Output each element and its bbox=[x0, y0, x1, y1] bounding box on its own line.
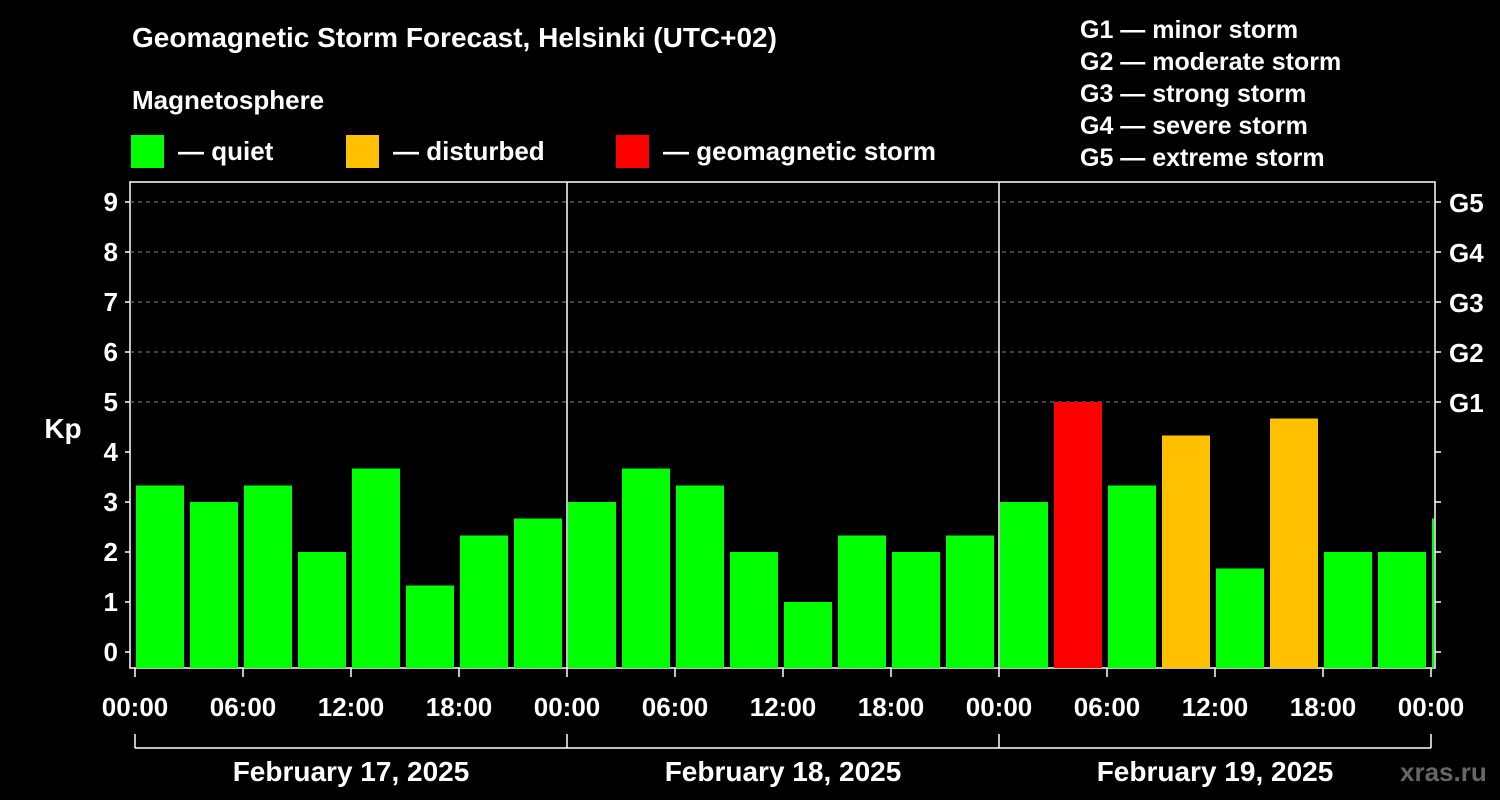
right-axis-label-g5: G5 bbox=[1449, 188, 1484, 218]
x-tick-label-12: 00:00 bbox=[1398, 692, 1465, 722]
legend-swatch-storm bbox=[616, 134, 649, 168]
kp-bar-5 bbox=[406, 585, 454, 668]
kp-bar-9 bbox=[622, 468, 670, 668]
y-tick-label-4: 4 bbox=[104, 437, 119, 467]
legend-item-disturbed: — disturbed bbox=[346, 134, 545, 168]
date-label-2: February 19, 2025 bbox=[1097, 756, 1334, 787]
y-tick-label-2: 2 bbox=[104, 537, 118, 567]
legend-label-quiet: — quiet bbox=[178, 135, 274, 166]
right-axis-label-g3: G3 bbox=[1449, 288, 1484, 318]
x-tick-label-5: 06:00 bbox=[642, 692, 709, 722]
kp-bar-17 bbox=[1054, 402, 1102, 668]
y-tick-label-5: 5 bbox=[104, 387, 118, 417]
legend-item-quiet: — quiet bbox=[131, 134, 273, 168]
storm-scale-g3: G3 — strong storm bbox=[1080, 80, 1307, 108]
kp-bar-15 bbox=[946, 535, 994, 668]
legend-swatch-disturbed bbox=[346, 134, 379, 168]
kp-bar-20 bbox=[1216, 568, 1264, 668]
kp-bar-11 bbox=[730, 552, 778, 668]
x-tick-label-1: 06:00 bbox=[210, 692, 277, 722]
kp-bar-21 bbox=[1270, 418, 1318, 668]
kp-bar-13 bbox=[838, 535, 886, 668]
x-tick-label-4: 00:00 bbox=[534, 692, 601, 722]
date-label-1: February 18, 2025 bbox=[665, 756, 902, 787]
right-axis-label-g2: G2 bbox=[1449, 338, 1484, 368]
chart-title: Geomagnetic Storm Forecast, Helsinki (UT… bbox=[132, 22, 777, 53]
kp-bar-8 bbox=[568, 502, 616, 668]
right-axis-label-g4: G4 bbox=[1449, 238, 1484, 268]
kp-bar-2 bbox=[244, 485, 292, 668]
x-tick-label-9: 06:00 bbox=[1074, 692, 1141, 722]
x-tick-label-8: 00:00 bbox=[966, 692, 1033, 722]
right-axis-label-g1: G1 bbox=[1449, 388, 1484, 418]
kp-bar-19 bbox=[1162, 435, 1210, 668]
kp-bar-6 bbox=[460, 535, 508, 668]
kp-bar-12 bbox=[784, 602, 832, 668]
storm-scale-g4: G4 — severe storm bbox=[1080, 112, 1308, 140]
watermark: xras.ru bbox=[1400, 757, 1487, 787]
kp-bar-24 bbox=[1432, 518, 1434, 668]
y-axis-label: Kp bbox=[44, 413, 81, 444]
storm-scale-g2: G2 — moderate storm bbox=[1080, 48, 1342, 76]
y-tick-label-1: 1 bbox=[104, 587, 118, 617]
kp-bar-14 bbox=[892, 552, 940, 668]
kp-bar-16 bbox=[1000, 502, 1048, 668]
x-tick-label-11: 18:00 bbox=[1290, 692, 1357, 722]
legend-subtitle: Magnetosphere bbox=[132, 85, 325, 115]
kp-bar-22 bbox=[1324, 552, 1372, 668]
x-tick-label-2: 12:00 bbox=[318, 692, 385, 722]
legend-item-storm: — geomagnetic storm bbox=[616, 134, 936, 168]
legend-label-disturbed: — disturbed bbox=[393, 135, 545, 166]
y-tick-label-8: 8 bbox=[104, 237, 118, 267]
storm-scale-g1: G1 — minor storm bbox=[1080, 16, 1299, 44]
kp-bar-23 bbox=[1378, 552, 1426, 668]
storm-scale-g5: G5 — extreme storm bbox=[1080, 144, 1325, 172]
y-tick-label-3: 3 bbox=[104, 487, 118, 517]
kp-bar-18 bbox=[1108, 485, 1156, 668]
kp-bar-7 bbox=[514, 518, 562, 668]
y-tick-label-0: 0 bbox=[104, 637, 118, 667]
kp-bar-10 bbox=[676, 485, 724, 668]
y-tick-label-6: 6 bbox=[104, 337, 118, 367]
x-tick-label-0: 00:00 bbox=[102, 692, 169, 722]
kp-bar-0 bbox=[136, 485, 184, 668]
storm-scale-legend: G1 — minor storm G2 — moderate storm G3 … bbox=[1080, 14, 1341, 174]
kp-bar-4 bbox=[352, 468, 400, 668]
kp-bar-1 bbox=[190, 502, 238, 668]
x-tick-label-10: 12:00 bbox=[1182, 692, 1249, 722]
y-tick-label-7: 7 bbox=[104, 287, 118, 317]
legend-label-storm: — geomagnetic storm bbox=[663, 135, 937, 166]
x-tick-label-7: 18:00 bbox=[858, 692, 925, 722]
kp-bar-3 bbox=[298, 552, 346, 668]
legend-swatch-quiet bbox=[131, 134, 164, 168]
x-tick-label-3: 18:00 bbox=[426, 692, 493, 722]
x-tick-label-6: 12:00 bbox=[750, 692, 817, 722]
date-label-0: February 17, 2025 bbox=[233, 756, 470, 787]
y-tick-label-9: 9 bbox=[104, 187, 118, 217]
